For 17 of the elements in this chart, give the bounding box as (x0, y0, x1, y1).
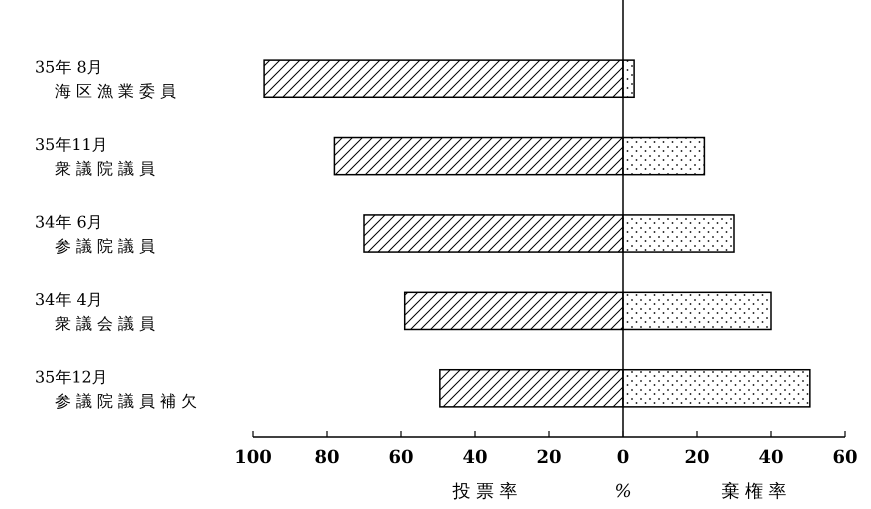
text: 棄 権 率 (721, 481, 787, 502)
text: 投 票 率 (451, 481, 518, 502)
x-tick-label: 0 (616, 447, 630, 468)
x-tick-label: 100 (234, 447, 272, 468)
x-tick-label: 80 (314, 447, 340, 468)
y-tick-label: 35年11月衆議院議員 (35, 135, 160, 178)
x-tick-label: 40 (462, 447, 488, 468)
y-tick-label: 35年12月参議院議員補欠 (35, 367, 202, 410)
x-tick-label: 60 (388, 447, 414, 468)
x-tick-label: 40 (758, 447, 784, 468)
x-tick-label: 60 (832, 447, 858, 468)
x-tick-label: 20 (536, 447, 562, 468)
y-tick-label: 35年 8月海区漁業委員 (35, 58, 181, 101)
x-tick-label: 20 (684, 447, 710, 468)
y-tick-label: 34年 4月衆議会議員 (35, 290, 160, 333)
x-axis-title: % (614, 481, 632, 502)
y-tick-label: 34年 6月参議院議員 (35, 212, 160, 256)
